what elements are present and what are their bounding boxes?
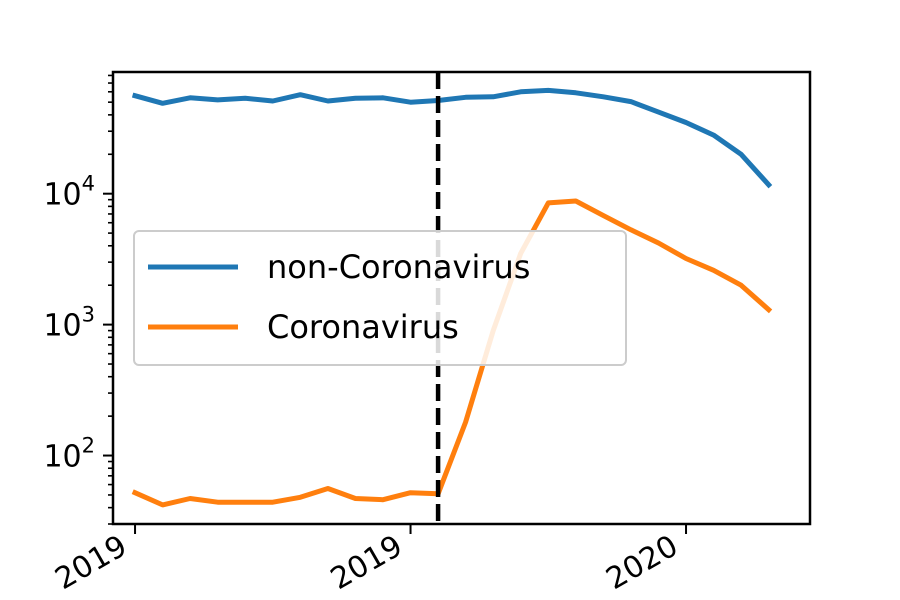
- y-tick-base: 10: [43, 440, 81, 475]
- series-line-1: [131, 198, 773, 508]
- y-tick-exponent: 4: [82, 172, 95, 196]
- x-tick-label-1: 2019: [325, 529, 409, 597]
- axes-frame: [111, 70, 812, 526]
- y-tick-label-0: 102: [43, 434, 95, 475]
- y-tick-label-2: 104: [43, 172, 95, 213]
- plot-lines: [131, 87, 773, 508]
- legend-label-0: non-Coronavirus: [267, 248, 530, 286]
- legend-label-1: Coronavirus: [267, 308, 459, 346]
- y-tick-label-1: 103: [43, 303, 95, 344]
- legend-box: [133, 230, 627, 366]
- y-tick-exponent: 2: [82, 434, 95, 458]
- y-tick-base: 10: [43, 178, 81, 213]
- series-line-0: [131, 87, 773, 189]
- x-tick-label-2: 2020: [600, 529, 684, 597]
- y-tick-base: 10: [43, 309, 81, 344]
- y-tick-exponent: 3: [82, 303, 95, 327]
- legend: non-Coronavirus Coronavirus: [133, 230, 627, 366]
- x-tick-label-0: 2019: [49, 529, 133, 597]
